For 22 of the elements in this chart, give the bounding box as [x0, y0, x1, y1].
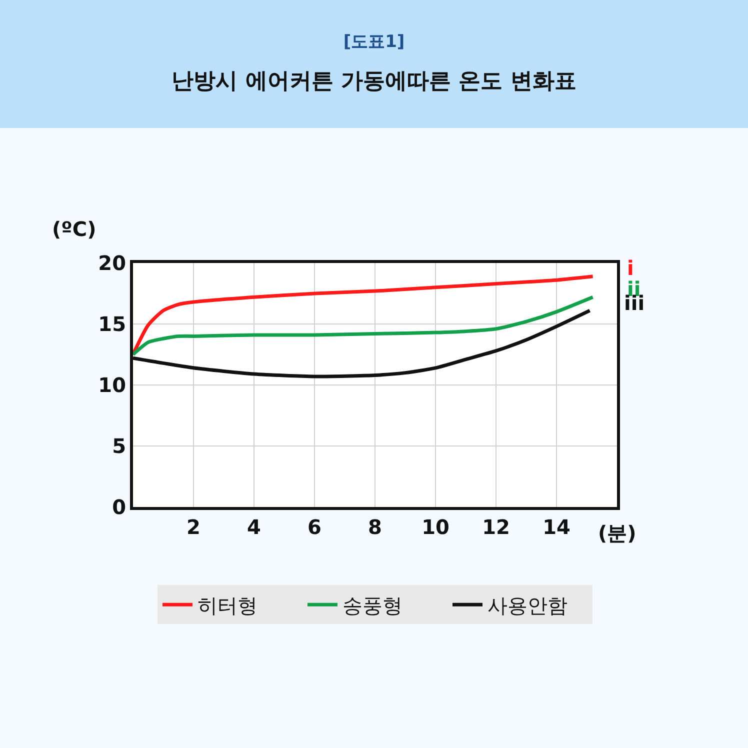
x-tick-label: 6 [308, 515, 322, 539]
y-tick-label: 10 [98, 373, 126, 397]
text: i [627, 256, 634, 280]
legend-label: 사용안함 [488, 593, 568, 618]
legend-label: 송풍형 [342, 593, 402, 618]
y-tick-label: 0 [112, 495, 126, 519]
y-tick-label: 15 [98, 312, 126, 336]
line-series [133, 295, 595, 356]
y-tick-label: 20 [98, 251, 126, 275]
line-series [133, 308, 592, 378]
chart-title: [도표1] [342, 31, 406, 53]
y-axis-title: (ºC) [52, 217, 96, 241]
chart-subtitle: 난방시 에어커튼 가동에따른 온도 변화표 [170, 68, 578, 96]
x-tick-label: 10 [422, 515, 450, 539]
y-tick-label: 5 [112, 434, 126, 458]
x-tick-label: 2 [186, 515, 200, 539]
x-tick-label: 4 [247, 515, 261, 539]
x-tick-label: 14 [542, 515, 570, 539]
x-axis-title: (분) [598, 521, 636, 545]
x-tick-label: 12 [482, 515, 510, 539]
x-tick-label: 8 [368, 515, 382, 539]
legend-label: 히터형 [198, 593, 258, 618]
